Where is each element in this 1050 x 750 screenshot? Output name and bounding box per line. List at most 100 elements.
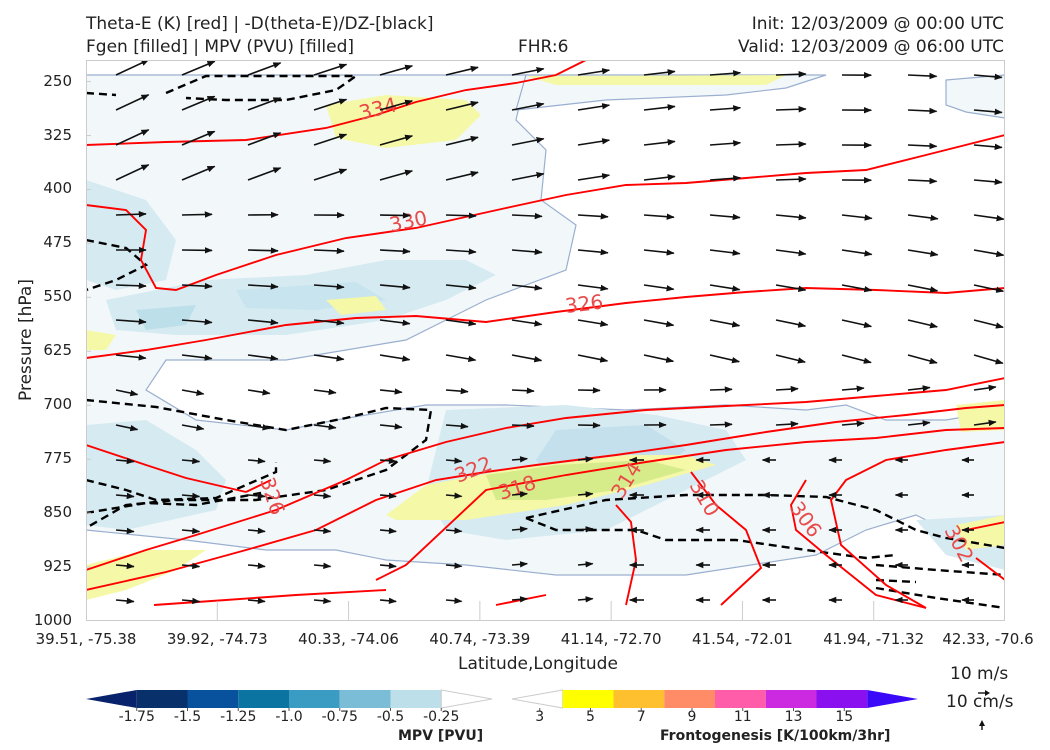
wind-arrow [973, 214, 1005, 222]
wind-arrow [445, 354, 477, 363]
wind-arrow [379, 597, 397, 604]
colorbar-tick-label: 9 [687, 709, 697, 725]
wind-arrow [181, 318, 213, 326]
wind-arrow [775, 385, 799, 393]
wind-arrow [247, 527, 266, 535]
wind-arrow [379, 492, 397, 499]
wind-arrow [643, 354, 675, 363]
wind-arrow [313, 597, 332, 605]
wind-arrow [511, 172, 545, 181]
wind-arrow [709, 140, 742, 147]
mpv-colorbar-label: MPV [PVU] [398, 728, 484, 744]
wind-arrow [577, 284, 609, 292]
fgen-filled-contours [86, 75, 1005, 600]
wind-arrow [247, 424, 271, 431]
wind-arrow [775, 249, 807, 257]
wind-arrow [907, 107, 938, 115]
wind-arrow [775, 71, 807, 78]
wind-arrow [511, 526, 528, 533]
valid-time: Valid: 12/03/2009 @ 06:00 UTC [738, 37, 1004, 57]
wind-arrow [313, 319, 345, 326]
title-line-2: Fgen [filled] | MPV (PVU) [filled] [86, 37, 355, 57]
colorbar-tick-label: -0.25 [423, 709, 460, 725]
colorbar-segment [187, 690, 239, 708]
wind-arrow [445, 212, 477, 219]
theta-e-contours [86, 60, 1005, 609]
wind-arrow [577, 213, 609, 220]
wind-arrow [115, 282, 147, 289]
colorbar-segment [440, 689, 493, 709]
wind-arrow [115, 94, 150, 111]
wind-arrow [841, 284, 873, 293]
wind-arrow [907, 284, 939, 293]
wind-arrow [907, 142, 938, 150]
x-tick-label: 40.33, -74.06 [298, 630, 399, 648]
wind-arrow [445, 100, 479, 111]
colorbar-tick-label: -1.75 [118, 709, 155, 725]
wind-key-horizontal-label: 10 m/s [950, 664, 1009, 684]
wind-arrow [907, 72, 938, 80]
fgen-colorbar-label: Frontogenesis [K/100km/3hr] [660, 728, 891, 744]
wind-arrow [313, 457, 332, 465]
wind-arrow [577, 103, 611, 111]
wind-arrow [511, 212, 543, 220]
wind-arrow [313, 133, 348, 146]
wind-arrow [577, 138, 611, 146]
colorbar-tick-label: 11 [733, 709, 752, 725]
colorbar-tick-label: -1.0 [275, 709, 303, 725]
y-tick-label: 325 [43, 125, 72, 144]
colorbar-segment [86, 690, 137, 708]
colorbar-tick-label: 13 [784, 709, 803, 725]
wind-arrow [709, 319, 741, 328]
wind-arrow [115, 129, 150, 146]
wind-arrow [115, 389, 139, 397]
wind-arrow [841, 385, 865, 392]
wind-arrow [247, 457, 266, 465]
wind-arrow [577, 248, 609, 256]
x-tick-label: 39.51, -75.38 [35, 630, 137, 648]
wind-arrow [313, 423, 337, 431]
y-tick-label: 475 [43, 233, 72, 252]
wind-arrow [379, 319, 411, 326]
wind-arrow [643, 249, 675, 256]
wind-arrow [445, 65, 479, 76]
wind-arrow [577, 526, 594, 533]
colorbar-segment [715, 690, 766, 708]
x-tick-label: 39.92, -74.73 [166, 630, 268, 648]
wind-arrow [775, 176, 807, 183]
x-tick-label: 41.54, -72.01 [692, 630, 793, 648]
wind-arrow [577, 491, 594, 498]
wind-arrow [709, 175, 742, 182]
wind-arrow [379, 423, 403, 430]
wind-arrow [115, 60, 150, 76]
wind-arrow [973, 108, 1003, 116]
wind-arrow [511, 596, 528, 603]
wind-arrow [313, 63, 348, 76]
wind-arrow [181, 60, 216, 76]
colorbar-tick-label: 15 [835, 709, 854, 725]
wind-arrow [841, 354, 872, 364]
wind-arrow [247, 562, 266, 570]
wind-arrow [577, 319, 609, 327]
wind-arrow [445, 492, 463, 499]
wind-arrow [379, 99, 414, 111]
wind-arrow [379, 283, 411, 291]
wind-arrow [643, 69, 676, 76]
wind-arrow [445, 387, 469, 395]
wind-arrow [379, 169, 414, 181]
init-time: Init: 12/03/2009 @ 00:00 UTC [751, 14, 1004, 34]
wind-arrow [907, 214, 939, 222]
wind-arrow [709, 284, 741, 292]
wind-arrow [577, 68, 611, 76]
y-tick-label: 625 [43, 341, 72, 360]
wind-arrow [379, 457, 397, 464]
wind-arrow [973, 284, 1005, 293]
wind-arrow [379, 562, 397, 569]
colorbar-segment [238, 690, 289, 708]
wind-arrow [115, 354, 147, 361]
y-tick-label: 700 [43, 395, 72, 414]
wind-arrow [709, 249, 741, 256]
wind-arrow [445, 170, 479, 181]
wind-arrow [709, 105, 742, 112]
wind-arrow [247, 167, 282, 181]
